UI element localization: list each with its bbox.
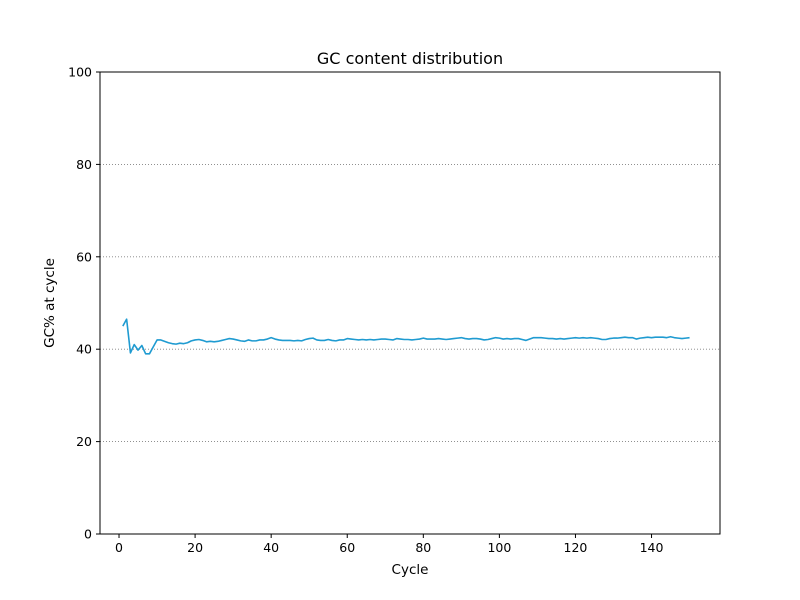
gridlines: [100, 163, 720, 443]
y-tick-label: 20: [76, 434, 92, 449]
x-tick-label: 0: [115, 540, 123, 555]
x-axis-label: Cycle: [392, 562, 429, 578]
x-tick-label: 80: [415, 540, 431, 555]
x-axis-ticks: 0 20 40 60 80 100 120 140: [115, 534, 664, 555]
y-tick-label: 60: [76, 249, 92, 264]
y-tick-label: 80: [76, 157, 92, 172]
plot-area-frame: [99, 71, 721, 535]
y-tick-label: 100: [68, 65, 92, 80]
y-axis-ticks: 0 20 40 60 80 100: [68, 65, 100, 542]
series-layer: [122, 318, 690, 355]
y-tick-label: 0: [84, 527, 92, 542]
gc-percent-line: [122, 318, 690, 355]
y-tick-label: 40: [76, 342, 92, 357]
x-tick-label: 140: [640, 540, 664, 555]
x-tick-label: 60: [339, 540, 355, 555]
y-axis-label: GC% at cycle: [42, 258, 58, 348]
x-tick-label: 120: [564, 540, 588, 555]
x-tick-label: 100: [487, 540, 511, 555]
chart-title: GC content distribution: [317, 49, 503, 68]
x-tick-label: 20: [187, 540, 203, 555]
x-tick-label: 40: [263, 540, 279, 555]
